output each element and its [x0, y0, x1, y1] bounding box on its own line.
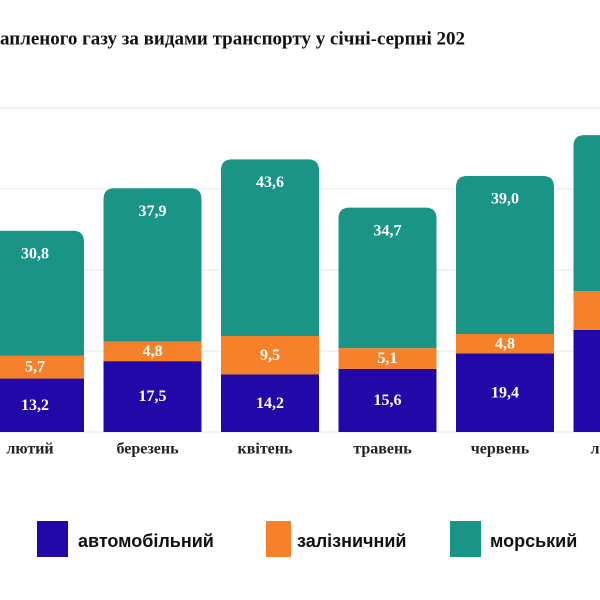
value-label: 30,8 — [21, 245, 49, 262]
legend-swatch — [266, 521, 291, 557]
value-label: 19,4 — [491, 384, 519, 401]
chart-title: апленого газу за видами транспорту у січ… — [0, 28, 465, 49]
bar-segment — [221, 336, 319, 375]
bar-segment — [0, 378, 84, 432]
legend-label: морський — [490, 531, 577, 551]
value-label: 43,6 — [256, 174, 284, 191]
value-label: 14,2 — [256, 395, 284, 412]
bar-segment — [338, 368, 437, 432]
bar-segment — [103, 361, 202, 432]
value-label: 37,9 — [139, 203, 167, 220]
bar-segment — [573, 135, 600, 292]
x-tick-label: лютий — [6, 441, 53, 458]
x-tick-label: червень — [471, 441, 530, 458]
value-label: 4,8 — [495, 335, 515, 352]
bar-segment — [456, 176, 554, 334]
bar-segment — [221, 374, 319, 432]
legend-label: залізничний — [297, 531, 407, 551]
bar-segment — [573, 291, 600, 330]
x-tick-label: березень — [116, 441, 179, 458]
x-tick-label: квітень — [238, 441, 293, 458]
bar-segment — [103, 341, 202, 362]
value-label: 17,5 — [139, 388, 167, 405]
value-label: 39,0 — [491, 191, 519, 208]
value-label: 13,2 — [21, 397, 49, 414]
bar-segment — [0, 355, 84, 379]
bar-segment — [221, 159, 319, 337]
x-tick-label: ли — [591, 441, 600, 458]
bar-segment — [573, 329, 600, 432]
legend-swatch — [450, 521, 481, 557]
bar-segment — [338, 348, 437, 369]
value-label: 15,6 — [374, 392, 402, 409]
value-label: 5,1 — [378, 350, 398, 367]
legend-swatch — [37, 521, 68, 557]
bar-segment — [456, 353, 554, 432]
legend-label: автомобільний — [78, 531, 214, 551]
bar-segment — [0, 230, 84, 356]
bar-segment — [103, 188, 202, 342]
x-tick-label: травень — [353, 441, 412, 458]
bar-segment — [338, 207, 437, 349]
value-label: 34,7 — [374, 222, 402, 239]
bar-segment — [456, 333, 554, 354]
value-label: 9,5 — [260, 347, 280, 364]
value-label: 5,7 — [25, 359, 45, 376]
value-label: 4,8 — [143, 343, 163, 360]
